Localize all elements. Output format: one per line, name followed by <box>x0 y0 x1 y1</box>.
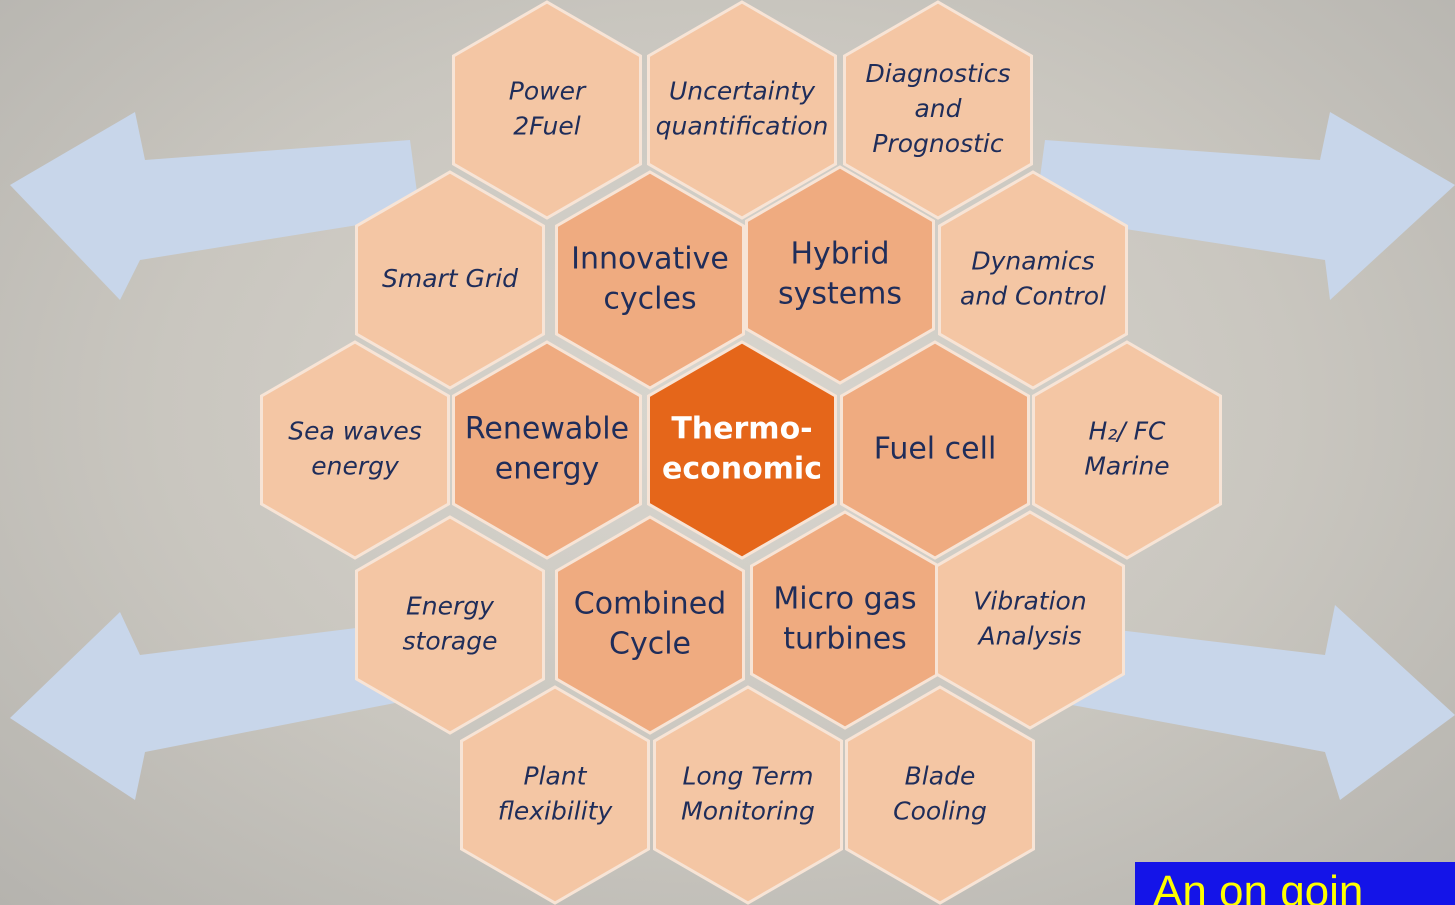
hex-label: Smart Grid <box>382 264 518 293</box>
hex-label: Long Term <box>682 762 813 791</box>
hexagon <box>649 342 836 558</box>
hexagons: Power 2Fuel Uncertainty quantification Diagn… <box>262 2 1221 903</box>
hex-label: Cooling <box>893 797 987 826</box>
hex-label: Uncertainty <box>669 77 816 106</box>
hex-label: Monitoring <box>681 797 815 826</box>
hex-label: flexibility <box>498 797 614 826</box>
hex-label: Hybrid <box>790 237 889 272</box>
hex-label: storage <box>403 627 498 656</box>
hexagon <box>454 342 641 558</box>
hex-label: cycles <box>603 282 696 317</box>
hex-label: Thermo- <box>671 412 812 447</box>
hexagon <box>1034 342 1221 558</box>
hex-label: 2Fuel <box>513 112 580 141</box>
hex-label: H₂/ FC <box>1088 417 1166 446</box>
hexagon <box>557 517 744 733</box>
hex-label: Analysis <box>976 622 1081 651</box>
hexagon <box>557 172 744 388</box>
hex-label: quantification <box>656 112 829 141</box>
hex-label: Renewable <box>465 412 629 447</box>
banner: An on goin <box>1135 862 1455 905</box>
hex-label: Energy <box>406 592 495 621</box>
hexagon <box>847 687 1034 903</box>
hex-label: systems <box>778 277 902 312</box>
hex-label: Sea waves <box>288 417 421 446</box>
hex-label: Plant <box>524 762 588 791</box>
hex-label: Blade <box>905 762 976 791</box>
hex-label: Marine <box>1084 452 1169 481</box>
hex-label: Vibration <box>973 587 1086 616</box>
hex-label: Prognostic <box>872 129 1003 158</box>
hexagon <box>655 687 842 903</box>
hex-label: Innovative <box>571 242 729 277</box>
hex-label: and Control <box>960 282 1106 311</box>
page: Power 2Fuel Uncertainty quantification Diagn… <box>0 0 1455 905</box>
hex-label: Power <box>509 77 587 106</box>
hex-label: Micro gas <box>773 582 916 617</box>
hex-label: energy <box>495 452 600 487</box>
hex-label: Fuel cell <box>874 432 997 467</box>
hex-label: Dynamics <box>971 247 1094 276</box>
hex-label: energy <box>311 452 400 481</box>
hex-label: Cycle <box>609 627 691 662</box>
diagram: Power 2Fuel Uncertainty quantification Diagn… <box>0 0 1455 905</box>
hex-label: Diagnostics <box>865 59 1010 88</box>
hex-label: and <box>914 94 961 123</box>
hex-label: Combined <box>574 587 726 622</box>
hex-label: turbines <box>783 622 907 657</box>
hexagon <box>262 342 449 558</box>
hexagon <box>454 2 641 218</box>
hex-label: economic <box>662 452 822 487</box>
hexagon <box>462 687 649 903</box>
banner-text: An on goin <box>1135 867 1363 905</box>
